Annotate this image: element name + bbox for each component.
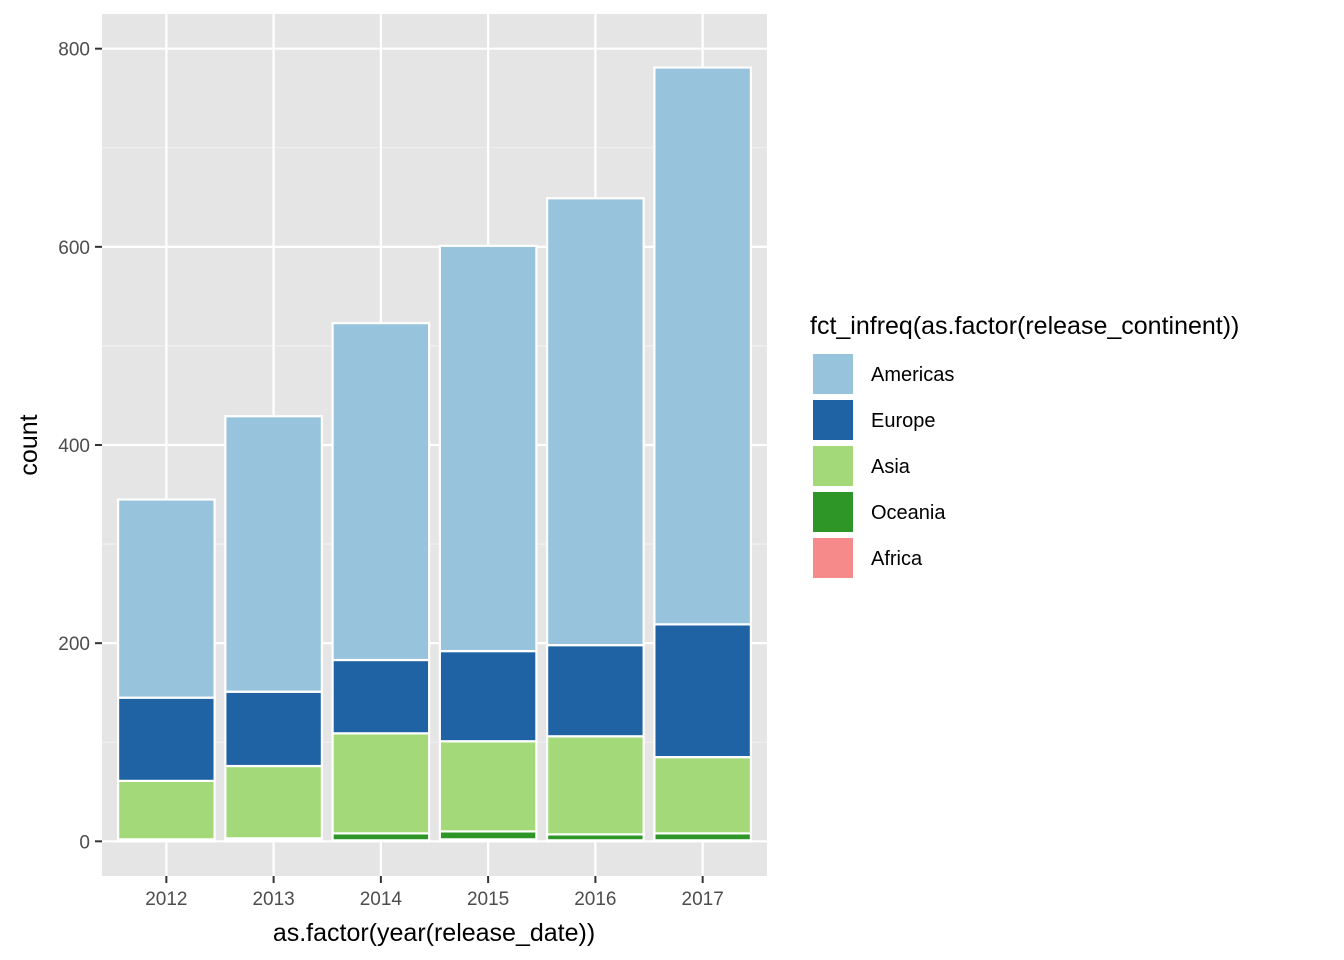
y-tick-label: 600 — [58, 238, 90, 259]
bar-segment-americas-2012 — [116, 498, 216, 699]
bar-segment-americas-2013 — [224, 415, 323, 693]
y-axis-title: count — [15, 414, 43, 475]
bar-segment-oceania-2015 — [438, 830, 538, 841]
legend-key-asia — [811, 444, 855, 488]
legend-label-oceania: Oceania — [871, 502, 946, 524]
legend-key-africa — [811, 536, 855, 580]
y-tick-label: 400 — [58, 436, 90, 457]
bar-segment-europe-2014 — [331, 658, 431, 735]
legend-title: fct_infreq(as.factor(release_continent)) — [810, 312, 1239, 340]
y-tick-label: 0 — [79, 832, 90, 853]
bar-segment-europe-2016 — [546, 644, 645, 738]
x-tick-label: 2015 — [467, 889, 509, 910]
bar-segment-europe-2012 — [116, 696, 216, 782]
x-tick-label: 2016 — [574, 889, 616, 910]
y-tick-label: 800 — [58, 40, 90, 61]
x-tick-label: 2014 — [360, 889, 403, 910]
legend-key-europe — [811, 398, 855, 442]
y-tick-label: 200 — [58, 634, 90, 655]
bar-segment-asia-2016 — [546, 735, 645, 836]
bar-segment-americas-2017 — [653, 66, 753, 626]
bar-segment-europe-2013 — [224, 690, 323, 768]
x-tick-label: 2012 — [145, 889, 187, 910]
bar-segment-europe-2015 — [438, 649, 538, 743]
bar-segment-asia-2012 — [116, 779, 216, 841]
bar-segment-asia-2017 — [653, 756, 753, 835]
x-axis-title: as.factor(year(release_date)) — [273, 919, 595, 947]
y-axis: 0 200 400 600 800 — [58, 40, 102, 853]
legend-label-europe: Europe — [871, 410, 936, 432]
legend-label-americas: Americas — [871, 364, 954, 386]
legend-key-oceania — [811, 490, 855, 534]
legend-key-americas — [811, 352, 855, 396]
bar-segment-asia-2014 — [331, 732, 431, 835]
bar-segment-asia-2013 — [224, 764, 323, 840]
legend-label-africa: Africa — [871, 548, 923, 570]
bar-segment-americas-2016 — [546, 197, 645, 647]
x-tick-label: 2013 — [252, 889, 294, 910]
bar-segment-americas-2014 — [331, 322, 431, 662]
bar-segment-europe-2017 — [653, 623, 753, 759]
bar-segment-americas-2015 — [438, 244, 538, 653]
legend: fct_infreq(as.factor(release_continent))… — [810, 312, 1239, 580]
x-axis: 2012 2013 2014 2015 2016 2017 — [145, 876, 724, 910]
legend-label-asia: Asia — [871, 456, 911, 478]
x-tick-label: 2017 — [682, 889, 724, 910]
bar-segment-asia-2015 — [438, 740, 538, 833]
bars — [116, 66, 753, 843]
